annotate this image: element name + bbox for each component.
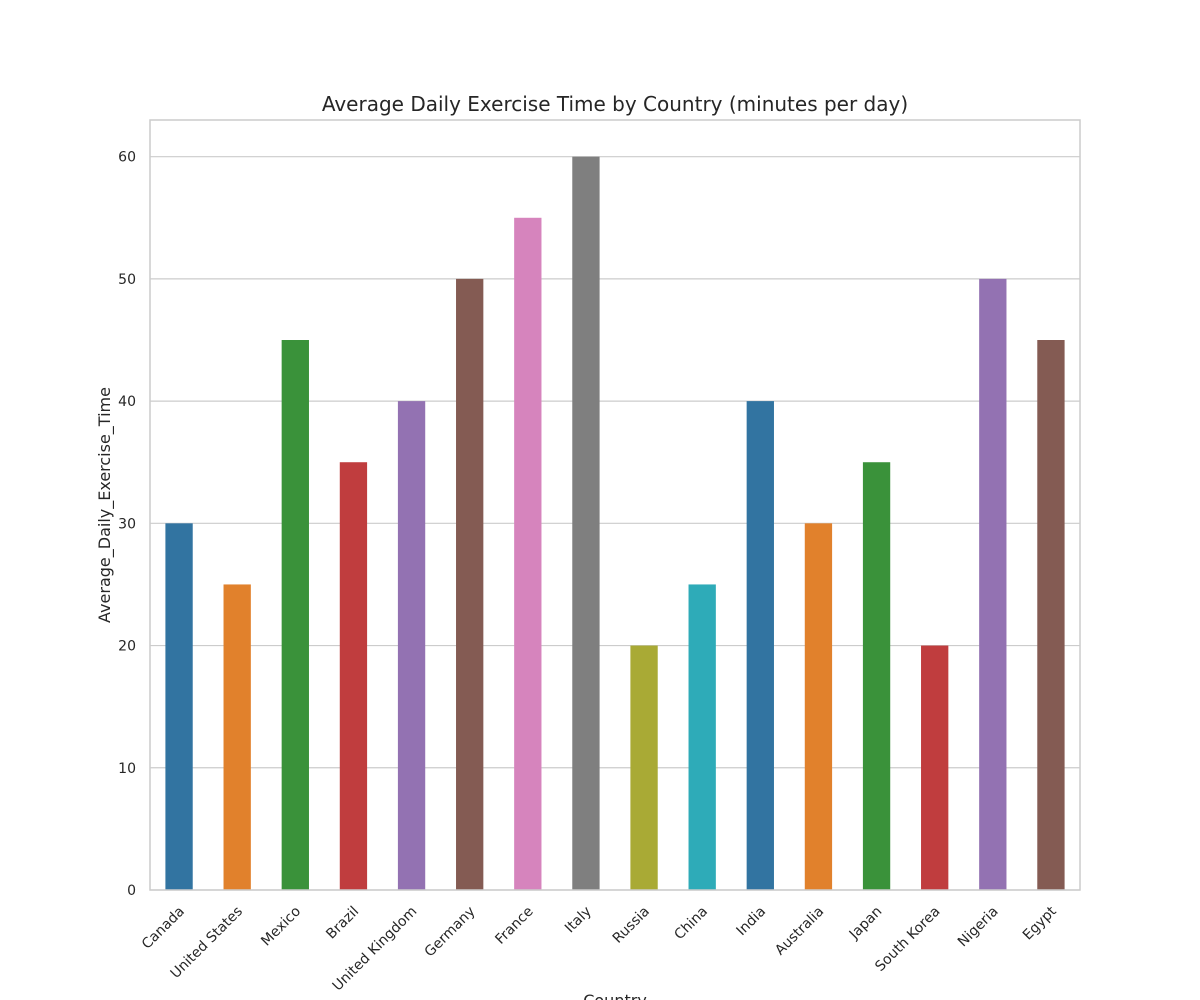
bar-japan xyxy=(862,462,891,890)
y-tick-label: 10 xyxy=(118,761,136,777)
y-tick-label: 20 xyxy=(118,639,136,655)
bar-france xyxy=(514,217,542,890)
x-axis-label: Country xyxy=(583,991,647,1000)
y-tick-label: 40 xyxy=(118,394,136,410)
bar-brazil xyxy=(339,462,368,890)
bar-mexico xyxy=(281,340,309,890)
plot-frame xyxy=(149,119,1081,891)
bar-italy xyxy=(572,156,600,890)
bar-south-korea xyxy=(921,645,949,890)
y-tick-label: 60 xyxy=(118,150,136,166)
y-tick-label: 30 xyxy=(118,516,136,532)
bar-nigeria xyxy=(979,278,1007,890)
bar-united-states xyxy=(223,584,251,890)
bar-india xyxy=(746,401,774,890)
chart-title: Average Daily Exercise Time by Country (… xyxy=(322,92,908,116)
bar-egypt xyxy=(1037,340,1065,890)
bar-russia xyxy=(630,645,658,890)
y-tick-label: 50 xyxy=(118,272,136,288)
y-axis-label: Average_Daily_Exercise_Time xyxy=(95,387,115,623)
bar-united-kingdom xyxy=(397,401,426,890)
bar-australia xyxy=(804,523,833,890)
bar-canada xyxy=(165,523,193,890)
bars xyxy=(165,156,1065,890)
bar-china xyxy=(688,584,716,890)
bar-germany xyxy=(456,278,484,890)
y-tick-labels: 0 10 20 30 40 50 60 xyxy=(118,150,136,899)
y-tick-label: 0 xyxy=(127,883,136,899)
